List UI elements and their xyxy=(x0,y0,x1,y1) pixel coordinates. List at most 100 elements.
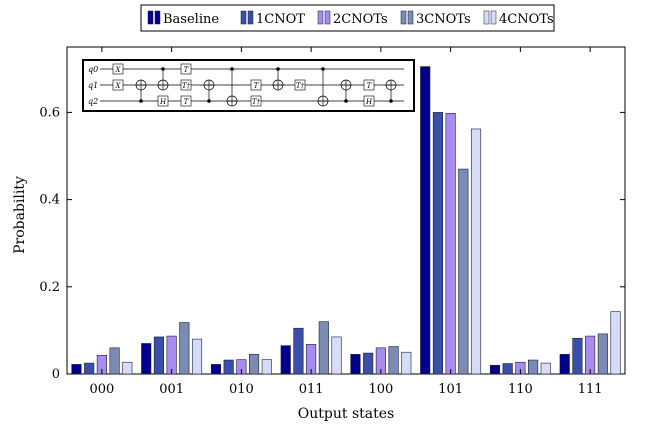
gate-label: T xyxy=(184,98,190,106)
legend: Baseline 1CNOT 2CNOTs 3CNOTs 4CNOTs xyxy=(140,4,555,32)
bar-2cnots-101 xyxy=(445,112,456,375)
cnot-control xyxy=(230,67,234,71)
gate-box xyxy=(180,79,192,91)
bar-baseline-001 xyxy=(141,343,152,375)
qubit-label: q1 xyxy=(88,81,98,90)
bar-3cnots-010 xyxy=(249,354,260,375)
bar-baseline-110 xyxy=(489,364,501,375)
x-tick-label: 100 xyxy=(368,382,393,397)
y-axis-title: Probability xyxy=(12,176,28,254)
gate-box xyxy=(250,79,262,91)
cnot-control xyxy=(139,99,143,103)
gate-box xyxy=(250,95,262,107)
gate-label: X xyxy=(115,66,122,74)
gate-label: H xyxy=(159,98,167,106)
bar-4cnots-001 xyxy=(191,338,203,375)
legend-swatch xyxy=(317,10,324,25)
legend-label: 4CNOTs xyxy=(499,12,554,27)
bar-baseline-100 xyxy=(350,354,361,375)
gate-label: T† xyxy=(252,98,261,106)
bar-3cnots-001 xyxy=(179,322,190,375)
bar-baseline-101 xyxy=(420,66,431,375)
qubit-label: q0 xyxy=(88,65,98,74)
y-tick-label: 0.4 xyxy=(39,193,60,208)
gate-label: T xyxy=(184,66,190,74)
bar-3cnots-100 xyxy=(388,346,399,375)
y-tick-label: 0.2 xyxy=(39,280,60,295)
gate-label: T xyxy=(254,82,260,90)
bar-2cnots-111 xyxy=(585,335,596,375)
gate-label: T† xyxy=(182,82,191,90)
x-tick-label: 101 xyxy=(438,382,463,397)
bar-3cnots-110 xyxy=(528,359,539,375)
circuit-box xyxy=(82,59,415,112)
bar-4cnots-000 xyxy=(122,361,133,375)
bar-3cnots-011 xyxy=(318,321,329,375)
gate-box xyxy=(363,79,375,91)
x-tick-label: 001 xyxy=(159,382,184,397)
bar-1cnot-101 xyxy=(432,112,443,375)
legend-label: 1CNOT xyxy=(256,12,305,27)
bar-1cnot-010 xyxy=(223,359,234,375)
gate-box xyxy=(112,63,124,75)
gate-box xyxy=(180,95,192,107)
bar-4cnots-011 xyxy=(331,336,342,375)
x-tick-label: 010 xyxy=(229,382,254,397)
x-tick-label: 110 xyxy=(508,382,533,397)
legend-swatch xyxy=(407,10,414,25)
x-tick-label: 000 xyxy=(89,382,114,397)
bar-1cnot-000 xyxy=(84,362,95,375)
cnot-control xyxy=(344,99,348,103)
y-tick-label: 0 xyxy=(52,367,60,382)
legend-swatch xyxy=(154,10,161,25)
x-tick-label: 111 xyxy=(578,382,603,397)
gate-box xyxy=(294,79,306,91)
legend-label: 3CNOTs xyxy=(416,12,471,27)
bar-baseline-011 xyxy=(280,345,291,375)
legend-swatch xyxy=(490,10,497,25)
legend-swatch xyxy=(147,10,154,25)
bar-1cnot-110 xyxy=(502,363,513,375)
bar-1cnot-001 xyxy=(153,336,164,375)
bar-2cnots-001 xyxy=(166,335,177,375)
bar-4cnots-110 xyxy=(540,362,551,375)
bar-baseline-010 xyxy=(210,364,222,375)
bar-4cnots-111 xyxy=(610,311,621,375)
gate-box xyxy=(157,95,169,107)
gate-label: T xyxy=(367,82,373,90)
gate-label: X xyxy=(115,82,122,90)
bar-3cnots-000 xyxy=(109,347,120,375)
bar-1cnot-011 xyxy=(293,327,304,375)
bar-4cnots-010 xyxy=(261,359,272,375)
y-axis: 0 0.2 0.4 0.6 xyxy=(39,105,625,382)
bar-4cnots-101 xyxy=(470,128,482,375)
legend-swatch xyxy=(400,10,407,25)
bar-baseline-000 xyxy=(71,364,82,375)
gate-box xyxy=(180,63,192,75)
cnot-control xyxy=(207,99,211,103)
plot-area xyxy=(66,46,626,375)
plot-frame xyxy=(66,46,626,375)
legend-swatch xyxy=(240,10,247,25)
cnot-control xyxy=(321,67,325,71)
gate-box xyxy=(112,79,124,91)
legend-label: 2CNOTs xyxy=(333,12,388,27)
x-tick-label: 011 xyxy=(299,382,324,397)
gate-label: T† xyxy=(296,82,305,90)
qubit-label: q2 xyxy=(88,97,98,106)
bar-1cnot-111 xyxy=(572,337,583,375)
cnot-control xyxy=(389,99,393,103)
bar-3cnots-101 xyxy=(458,168,469,375)
legend-swatch xyxy=(324,10,331,25)
bar-3cnots-111 xyxy=(597,333,608,375)
x-axis: 000 001 010 011 100 101 110 111 xyxy=(89,47,603,397)
gate-box xyxy=(363,95,375,107)
cnot-control xyxy=(161,67,165,71)
gate-label: H xyxy=(365,98,373,106)
x-axis-title: Output states xyxy=(298,406,394,422)
legend-swatch xyxy=(247,10,254,25)
bar-1cnot-100 xyxy=(363,352,374,375)
y-tick-label: 0.6 xyxy=(39,105,60,120)
